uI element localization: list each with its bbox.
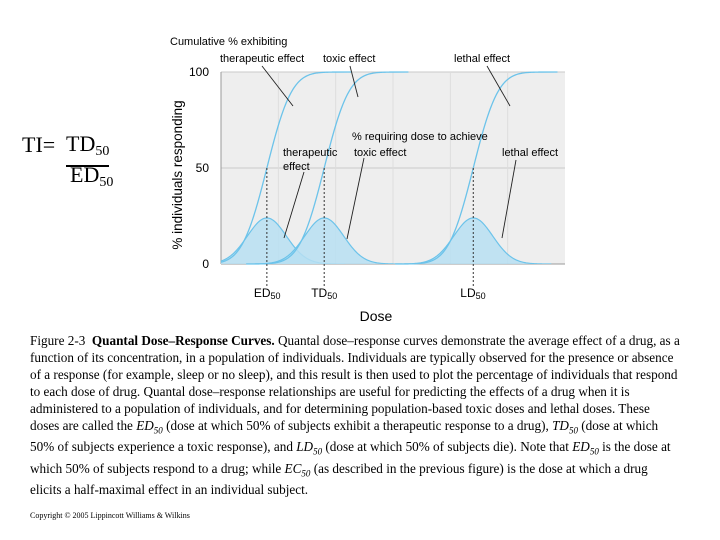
label-pointer-line [261,65,294,107]
ti-formula-numerator: TD50 [66,132,110,167]
distribution-label-lethal: lethal effect [502,147,558,159]
marker-label-sub: 50 [327,291,337,301]
distribution-label-therapeutic-line1: therapeutic [283,147,338,159]
ti-formula-prefix: TI= [22,132,56,157]
label-pointer-line [349,65,359,98]
cumulative-curve-toxic [246,71,409,265]
caption-segment: 50 [568,425,578,436]
figure-label: Figure 2-3 [30,333,86,348]
quantal-dose-response-chart: 0 50 100 % individuals responding Dose Cum… [170,36,565,324]
caption-segment: TD [552,417,569,433]
caption-segment: 50 [153,425,163,436]
caption-segment: 50 [589,446,599,457]
figure-caption-body: Quantal dose–response curves demonstrate… [30,333,680,497]
figure-title: Quantal Dose–Response Curves. [91,333,275,348]
caption-segment: (dose at which 50% of subjects experienc… [30,417,659,455]
marker-label-ld: LD50 [460,286,485,301]
marker-label-td: TD50 [311,286,337,301]
caption-segment: ED [136,417,154,433]
x-axis-label: Dose [360,308,393,324]
caption-segment: (dose at which 50% of subjects exhibit a… [162,417,553,433]
caption-segment: (as described in the previous figure) is… [30,460,648,498]
marker-label-ed: ED50 [254,286,281,301]
figure-caption: Figure 2-3 Quantal Dose–Response Curves.… [30,333,680,499]
ti-formula-denominator: ED50 [70,162,114,191]
y-tick-label: 50 [196,161,210,175]
marker-label-name: ED [254,286,271,300]
marker-label-name: TD [311,286,327,300]
caption-segment: Quantal dose–response curves demonstrate… [30,333,680,433]
caption-segment: is the dose at which 50% of subjects res… [30,439,671,476]
copyright-notice: Copyright © 2005 Lippincott Williams & W… [30,511,190,520]
label-pointer-line [283,171,305,239]
y-axis-ticks: 0 50 100 [189,65,209,271]
label-pointer-line [501,159,517,239]
y-tick-label: 100 [189,65,209,79]
cumulative-label-therapeutic: therapeutic effect [220,53,304,65]
cumulative-header: Cumulative % exhibiting [170,36,287,48]
caption-segment: EC [284,460,302,476]
label-pointers [261,65,517,240]
label-pointer-line [346,157,365,240]
y-axis-label: % individuals responding [170,100,185,249]
marker-label-sub: 50 [476,291,486,301]
marker-label-sub: 50 [271,291,281,301]
cumulative-curves [220,71,558,265]
caption-segment: (dose at which 50% of subjects die). Not… [322,439,573,455]
dose-marker-labels: ED50 TD50 LD50 [254,286,486,301]
cumulative-curve-therapeutic [220,71,352,263]
distribution-fill-therapeutic [221,217,345,264]
caption-segment: 50 [301,468,311,479]
caption-segment: ED [572,439,590,455]
cumulative-curve-lethal [395,71,558,265]
caption-segment: 50 [313,446,323,457]
distribution-label-therapeutic-line2: effect [283,161,310,173]
label-pointer-line [486,65,511,107]
cumulative-label-lethal: lethal effect [454,53,510,65]
cumulative-label-toxic: toxic effect [323,53,375,65]
distribution-label-toxic: toxic effect [354,147,406,159]
y-tick-label: 0 [202,257,209,271]
caption-segment: LD [296,439,314,455]
distribution-header: % requiring dose to achieve [352,131,488,143]
marker-label-name: LD [460,286,476,300]
